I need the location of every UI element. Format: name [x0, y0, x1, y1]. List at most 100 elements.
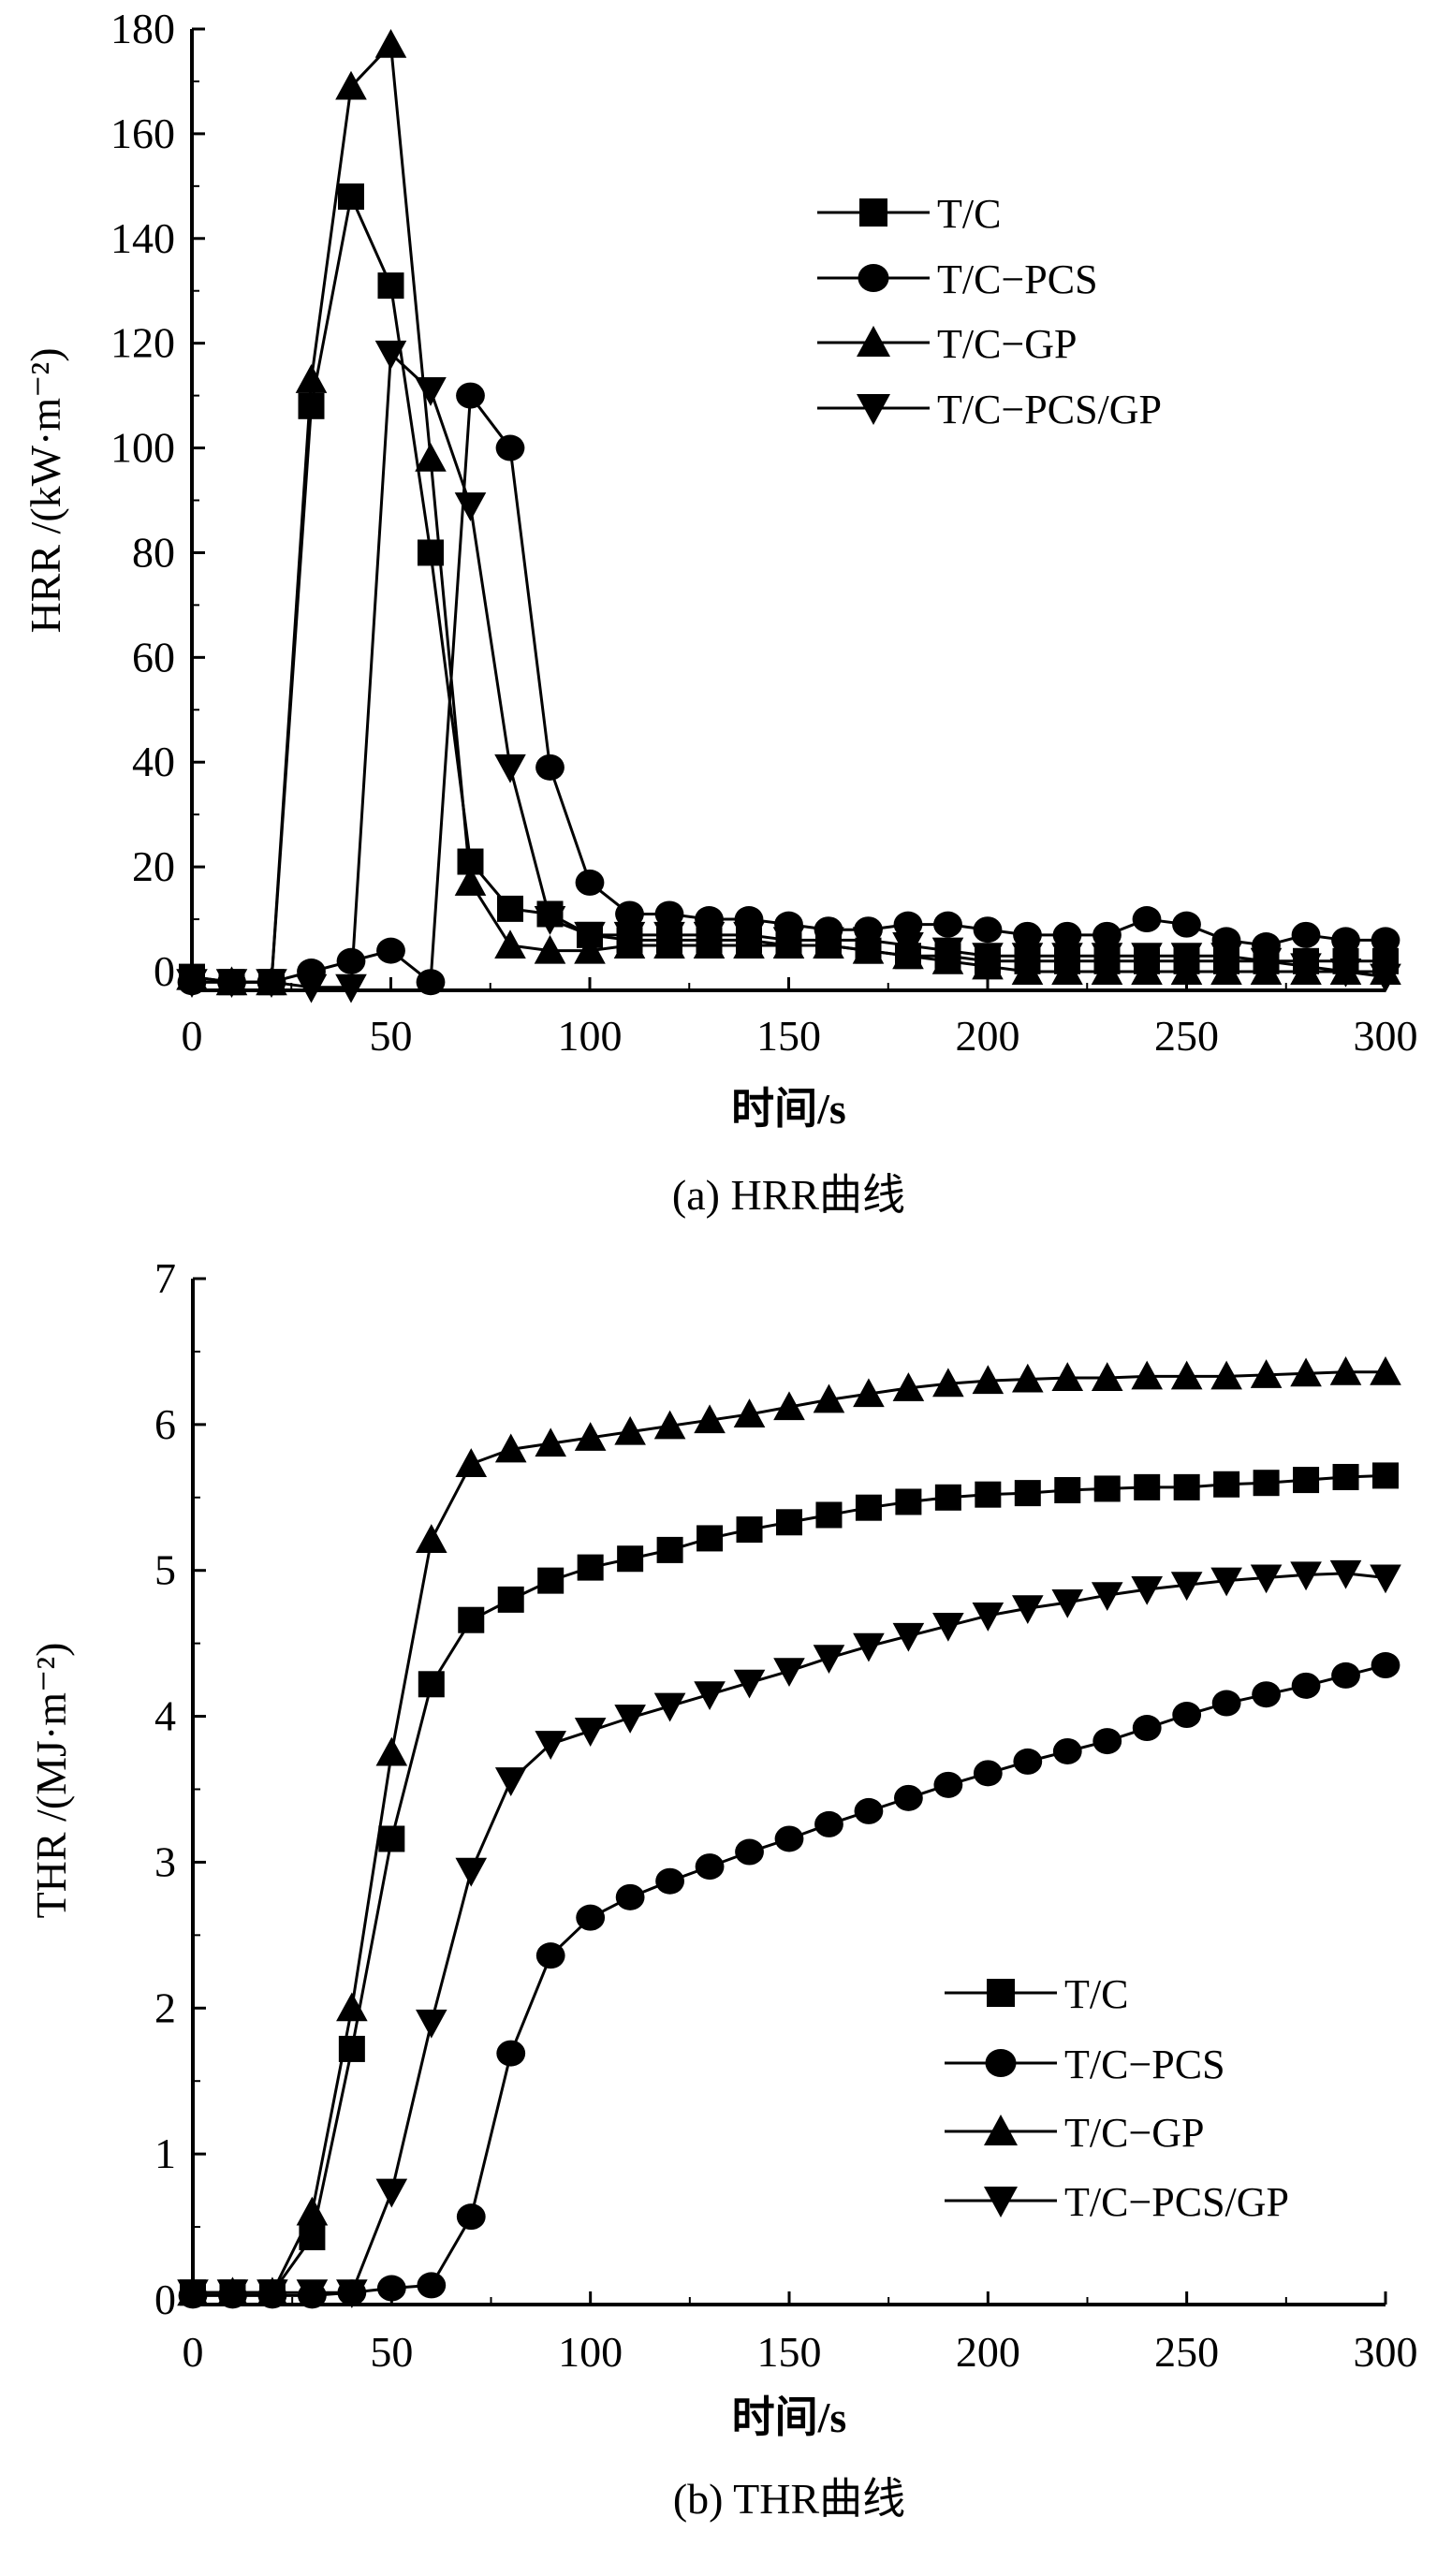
- series-t-c-pcs-gp: [177, 1559, 1401, 2309]
- data-point: [495, 434, 525, 461]
- data-point: [1091, 1582, 1123, 1612]
- series-t-c-gp: [177, 1355, 1401, 2306]
- data-point: [177, 2279, 209, 2309]
- chart-caption: (a) HRR曲线: [672, 1171, 905, 1219]
- series-line: [191, 195, 1386, 984]
- data-point: [336, 1992, 368, 2022]
- legend-label: T/C−PCS/GP: [937, 387, 1162, 432]
- data-point: [733, 1669, 766, 1699]
- data-point: [256, 969, 287, 998]
- data-point: [216, 2279, 249, 2309]
- data-point: [1370, 1355, 1401, 1385]
- data-point: [295, 364, 328, 393]
- legend-item: T/C−GP: [945, 2110, 1205, 2156]
- data-point: [654, 900, 684, 928]
- data-point: [375, 1736, 408, 1766]
- data-point: [1170, 1360, 1203, 1390]
- data-point: [933, 911, 962, 938]
- data-point: [1290, 1561, 1322, 1591]
- y-tick-label: 140: [110, 214, 175, 262]
- legend-square-marker-icon: [859, 198, 887, 227]
- data-point: [335, 973, 367, 1003]
- x-tick-label: 100: [558, 1012, 623, 1060]
- data-point: [1134, 1473, 1161, 1500]
- x-tick-label: 200: [956, 2328, 1020, 2376]
- legend-label: T/C−PCS: [1064, 2042, 1225, 2087]
- y-tick-label: 80: [132, 528, 175, 576]
- data-point: [615, 1883, 645, 1910]
- data-point: [1054, 1476, 1081, 1503]
- legend-triangle-up-marker-icon: [857, 326, 890, 357]
- data-point: [1329, 1559, 1362, 1589]
- data-point: [535, 754, 565, 781]
- data-point: [733, 1398, 766, 1427]
- data-point: [653, 921, 685, 951]
- data-point: [772, 927, 805, 957]
- data-point: [1290, 1357, 1322, 1387]
- data-point: [1093, 1475, 1121, 1502]
- data-point: [934, 1484, 961, 1511]
- data-point: [733, 921, 765, 951]
- x-tick-label: 200: [956, 1012, 1020, 1060]
- data-point: [417, 2272, 447, 2299]
- data-point: [892, 1372, 925, 1401]
- data-point: [774, 1825, 804, 1852]
- legend-circle-marker-icon: [985, 2049, 1017, 2077]
- data-point: [931, 937, 964, 967]
- data-point: [1331, 927, 1360, 954]
- data-point: [1250, 1564, 1283, 1594]
- data-point: [338, 183, 364, 211]
- x-tick-label: 300: [1354, 1012, 1418, 1060]
- data-point: [376, 937, 405, 964]
- data-point: [1332, 1463, 1359, 1490]
- data-point: [1253, 1470, 1280, 1497]
- data-point: [575, 869, 605, 896]
- legend-label: T/C−GP: [1064, 2110, 1205, 2156]
- data-point: [615, 900, 644, 928]
- data-point: [374, 28, 407, 58]
- data-point: [852, 927, 885, 957]
- x-tick-label: 250: [1154, 2328, 1219, 2376]
- data-point: [296, 2196, 329, 2226]
- data-point: [1213, 1471, 1240, 1498]
- series-t-c-pcs-gp: [176, 340, 1401, 1003]
- data-point: [377, 272, 404, 300]
- legend-circle-marker-icon: [858, 264, 889, 292]
- data-point: [1173, 1473, 1200, 1500]
- data-point: [176, 969, 208, 998]
- data-point: [336, 2279, 368, 2309]
- chart-hrr: 0 20 40 60 80 100 120 140 160 180 0 50 100 150 200 250 3…: [22, 5, 1418, 1219]
- data-point: [535, 1731, 566, 1760]
- data-point: [494, 1433, 527, 1463]
- y-tick-label: 2: [154, 1983, 176, 2031]
- data-point: [1371, 1652, 1400, 1679]
- data-point: [972, 1365, 1004, 1395]
- data-point: [895, 1488, 922, 1515]
- data-point: [1091, 1362, 1123, 1391]
- data-point: [1131, 943, 1163, 973]
- data-point: [892, 932, 924, 961]
- data-point: [697, 1525, 724, 1552]
- data-point: [614, 1705, 646, 1734]
- data-point: [1372, 1462, 1399, 1489]
- y-tick-label: 20: [132, 842, 175, 890]
- data-point: [1211, 1690, 1241, 1717]
- x-tick-label: 300: [1354, 2328, 1418, 2376]
- data-point: [972, 943, 1004, 973]
- data-point: [1293, 1467, 1320, 1494]
- data-point: [418, 1671, 445, 1698]
- legend-item: T/C−GP: [817, 321, 1078, 367]
- data-point: [855, 1494, 882, 1521]
- data-point: [335, 70, 367, 100]
- y-tick-label: 5: [154, 1546, 176, 1594]
- data-point: [1210, 1360, 1242, 1390]
- legend-item: T/C−PCS: [945, 2042, 1225, 2087]
- legend-label: T/C−GP: [937, 321, 1078, 367]
- data-point: [1371, 927, 1400, 954]
- data-point: [815, 1501, 843, 1529]
- y-tick-label: 0: [154, 947, 175, 995]
- legend-item: T/C: [817, 191, 1001, 237]
- data-point: [494, 929, 526, 959]
- y-tick-label: 1: [154, 2130, 176, 2177]
